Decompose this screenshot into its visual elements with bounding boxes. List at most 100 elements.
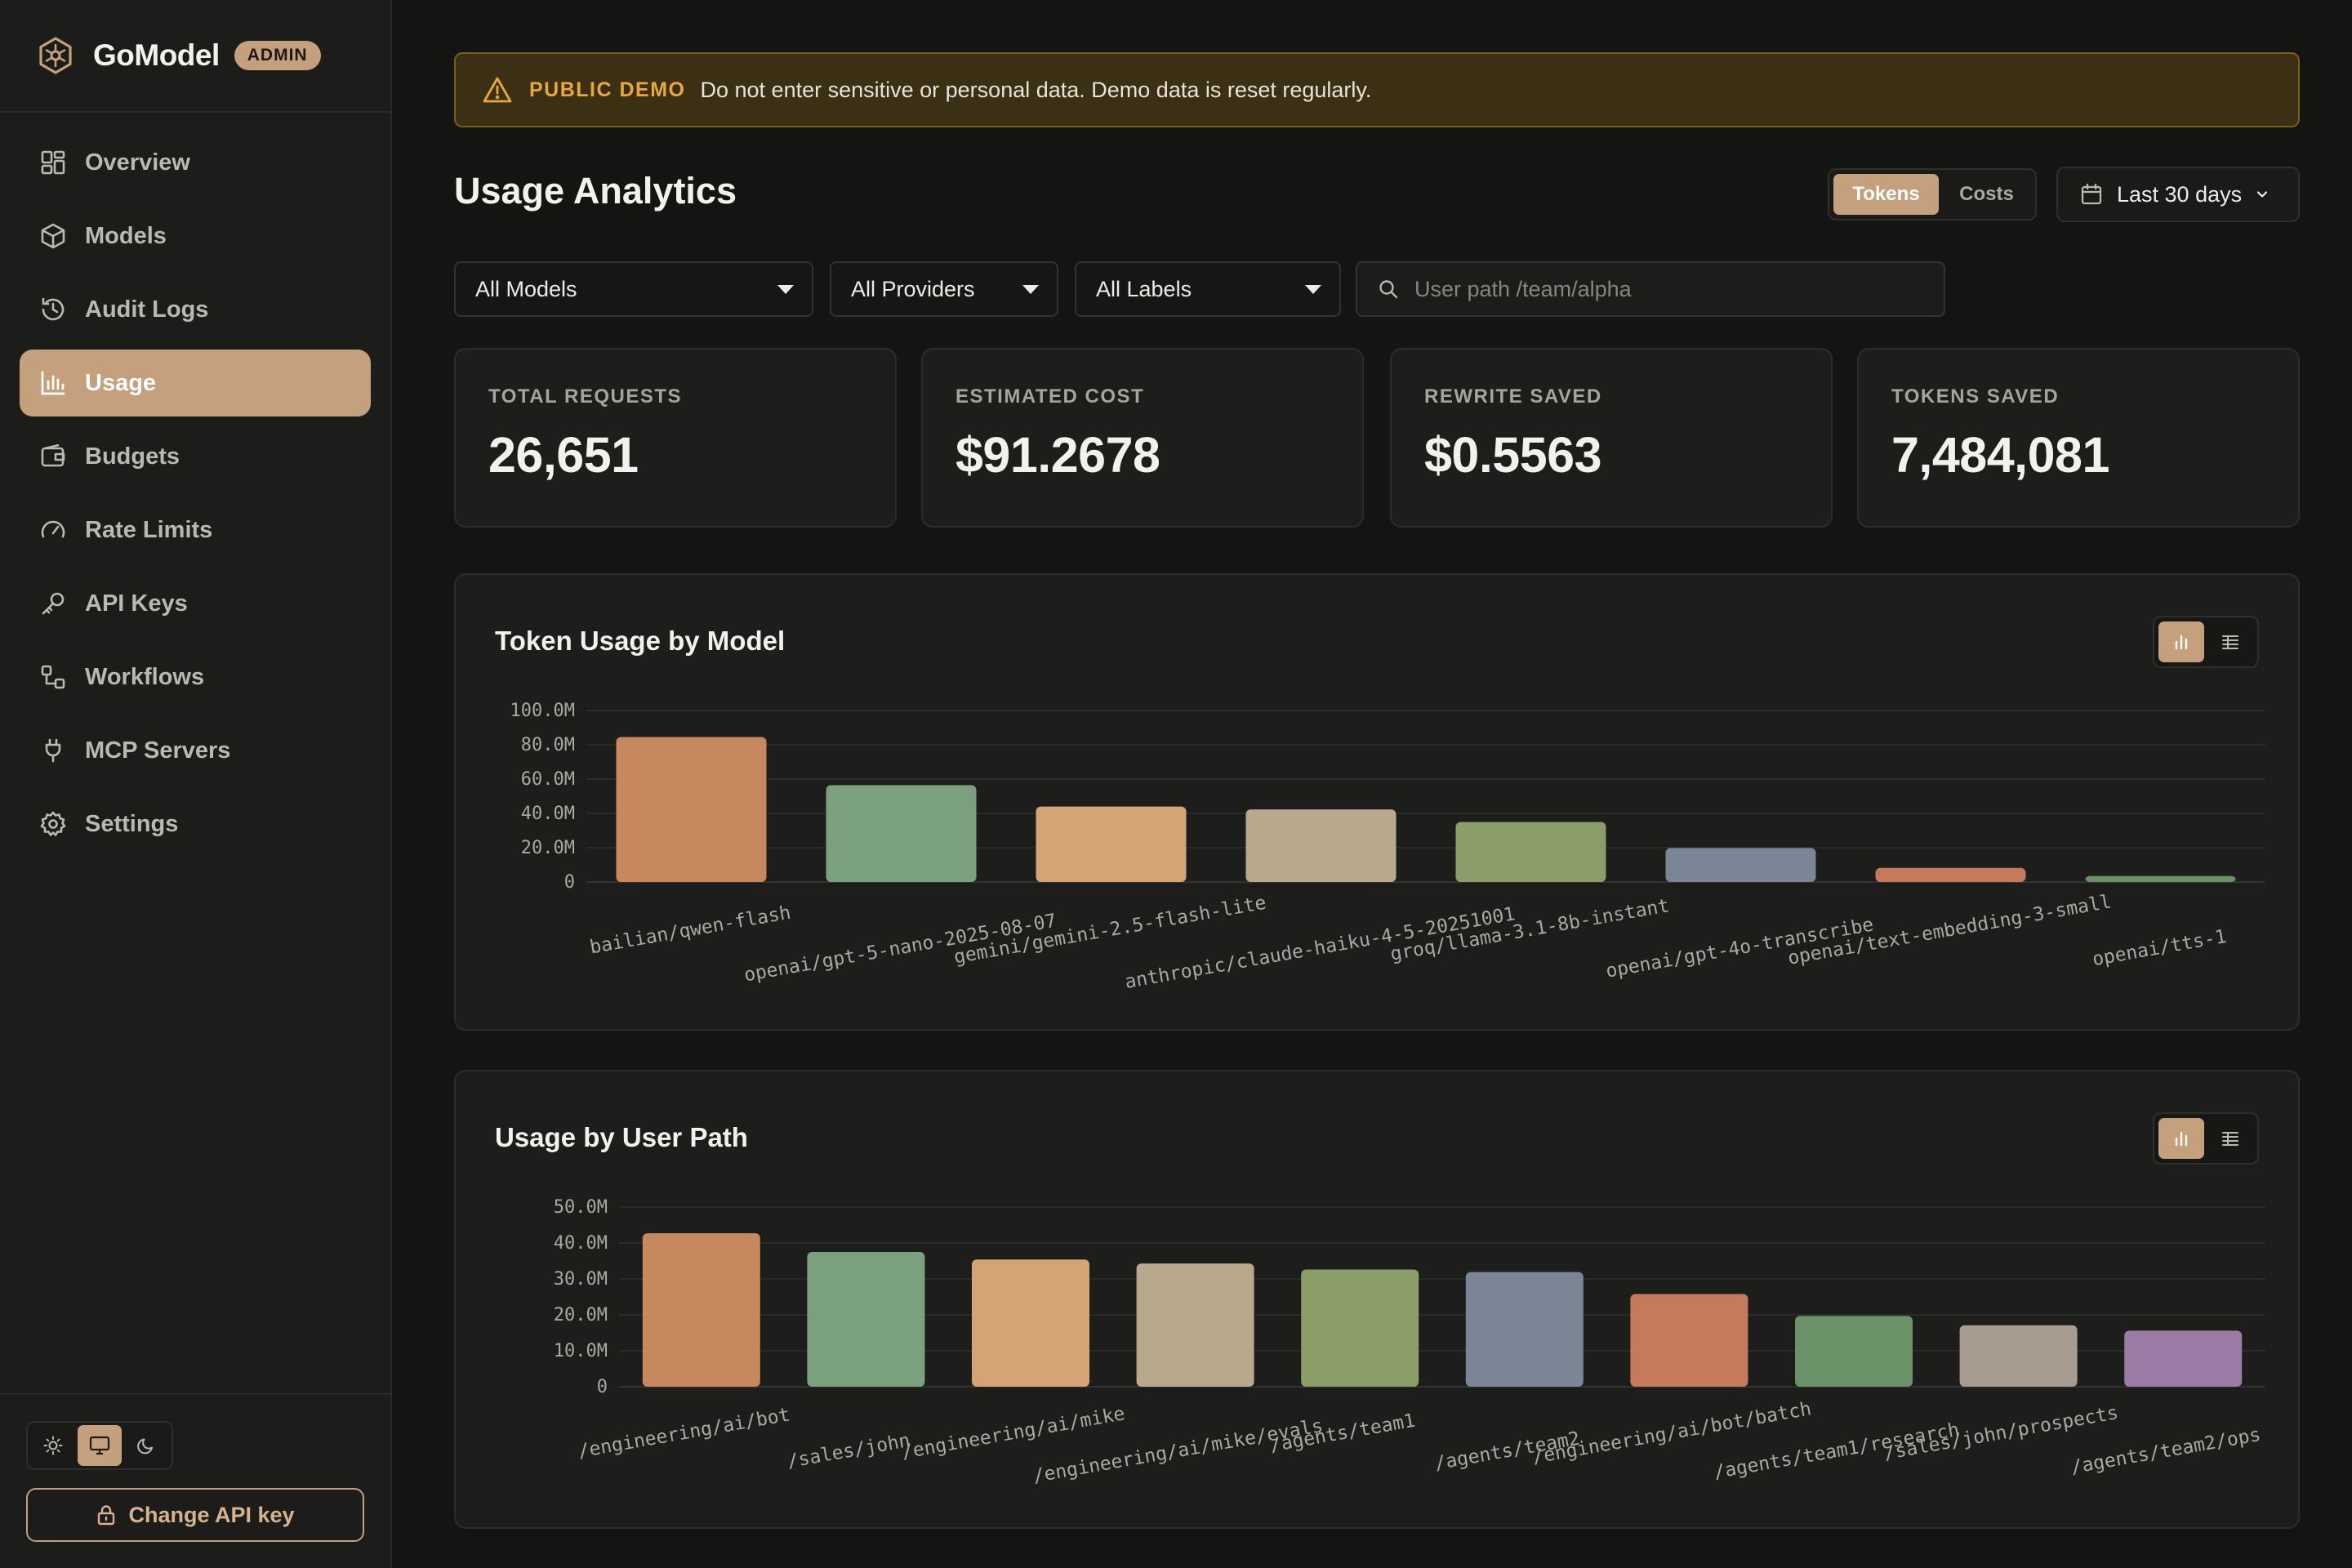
brand: GoModel ADMIN (0, 0, 390, 113)
calendar-icon (2081, 183, 2102, 205)
model-filter-select[interactable]: All Models (454, 261, 813, 317)
user-path-search (1356, 261, 1945, 317)
theme-dark-button[interactable] (125, 1425, 168, 1466)
stat-label: TOKENS SAVED (1891, 385, 2060, 408)
sidebar-item-audit-logs[interactable]: Audit Logs (20, 276, 371, 343)
history-icon (39, 296, 67, 323)
stat-value: $0.5563 (1424, 427, 1602, 483)
table-view-button[interactable] (2207, 1118, 2253, 1159)
sidebar-item-label: Usage (85, 369, 157, 396)
costs-tab[interactable]: Costs (1959, 183, 2014, 205)
sidebar-item-mcp-servers[interactable]: MCP Servers (20, 717, 371, 784)
sidebar-item-settings[interactable]: Settings (20, 791, 371, 858)
sidebar-item-label: API Keys (85, 590, 188, 617)
gauge-icon (39, 516, 67, 544)
caret-down-icon (777, 284, 794, 294)
moon-icon (137, 1438, 154, 1454)
sidebar-item-workflows[interactable]: Workflows (20, 644, 371, 710)
bar-chart-icon (2175, 1131, 2188, 1147)
table-view-button[interactable] (2207, 621, 2253, 662)
bar-view-button[interactable] (2158, 621, 2204, 662)
sidebar-item-label: Budgets (85, 443, 180, 470)
bar (1245, 809, 1396, 882)
sun-icon (43, 1436, 63, 1455)
x-tick-label: /sales/john (786, 1430, 912, 1472)
admin-badge: ADMIN (234, 41, 321, 70)
workflow-icon (39, 663, 67, 691)
stat-card-rewrite-saved: REWRITE SAVED $0.5563 (1390, 348, 1833, 528)
bar (1630, 1294, 1748, 1387)
x-tick-label: /agents/team1 (1268, 1410, 1417, 1457)
user-path-bar-chart: 0 10.0M 20.0M 30.0M 40.0M 50.0M/engineering/a… (554, 1197, 2265, 1487)
logo-icon (36, 36, 75, 75)
bar (826, 785, 977, 882)
sidebar-item-label: Audit Logs (85, 296, 209, 323)
change-api-key-button[interactable]: Change API key (26, 1488, 364, 1542)
chart-title: Token Usage by Model (495, 626, 786, 656)
x-tick-label: openai/tts-1 (2091, 926, 2228, 970)
label-filter-value: All Labels (1096, 276, 1192, 301)
stat-label: ESTIMATED COST (956, 385, 1145, 408)
y-tick-label: 80.0M (521, 735, 575, 755)
table-icon (2222, 1132, 2238, 1146)
sidebar-item-budgets[interactable]: Budgets (20, 423, 371, 490)
table-icon (2222, 635, 2238, 649)
sidebar-item-rate-limits[interactable]: Rate Limits (20, 497, 371, 564)
y-tick-label: 60.0M (521, 769, 575, 790)
bar (642, 1233, 760, 1387)
model-filter-value: All Models (475, 276, 577, 301)
monitor-icon (89, 1436, 110, 1455)
bar-view-button[interactable] (2158, 1118, 2204, 1159)
y-tick-label: 10.0M (554, 1341, 608, 1361)
bar (2085, 875, 2236, 882)
sidebar-item-label: Models (85, 222, 167, 249)
x-tick-label: bailian/qwen-flash (588, 902, 792, 959)
tokens-tab[interactable]: Tokens (1833, 174, 1939, 215)
change-api-key-label: Change API key (128, 1502, 295, 1527)
bar (972, 1259, 1089, 1387)
sidebar-item-label: Settings (85, 810, 179, 837)
user-path-input[interactable] (1414, 276, 1921, 302)
sidebar-nav: Overview Models Audit Logs (20, 129, 371, 864)
sidebar-item-label: Workflows (85, 663, 205, 690)
grid-icon (39, 149, 67, 176)
bar (616, 737, 767, 882)
y-tick-label: 20.0M (521, 838, 575, 858)
provider-filter-select[interactable]: All Providers (830, 261, 1058, 317)
y-tick-label: 40.0M (521, 804, 575, 824)
sidebar-item-usage[interactable]: Usage (20, 350, 371, 416)
chart-view-toggle (2153, 1112, 2259, 1165)
stat-label: REWRITE SAVED (1424, 385, 1602, 408)
app-name: GoModel (93, 38, 220, 72)
x-tick-label: /engineering/ai/mike (900, 1403, 1126, 1463)
y-tick-label: 30.0M (554, 1269, 608, 1290)
bar (1136, 1263, 1254, 1387)
stat-card-total-requests: TOTAL REQUESTS 26,651 (454, 348, 897, 528)
gear-icon (39, 810, 67, 838)
sidebar: GoModel ADMIN Overview Models (0, 0, 392, 1568)
bar (1665, 848, 1816, 882)
date-range-label: Last 30 days (2117, 181, 2243, 207)
page-title: Usage Analytics (454, 170, 737, 212)
warning-icon (483, 77, 512, 103)
sidebar-item-api-keys[interactable]: API Keys (20, 570, 371, 637)
demo-banner: PUBLIC DEMO Do not enter sensitive or pe… (454, 52, 2300, 127)
sidebar-item-overview[interactable]: Overview (20, 129, 371, 196)
plug-icon (39, 737, 67, 764)
sidebar-item-models[interactable]: Models (20, 203, 371, 270)
sidebar-item-label: MCP Servers (85, 737, 231, 764)
sidebar-footer: Change API key (0, 1393, 390, 1568)
bar (1795, 1316, 1913, 1387)
stat-value: 7,484,081 (1891, 427, 2109, 483)
bar-chart-icon (39, 369, 67, 397)
label-filter-select[interactable]: All Labels (1075, 261, 1341, 317)
theme-system-button[interactable] (78, 1425, 122, 1466)
y-tick-label: 100.0M (510, 701, 575, 721)
cube-icon (39, 222, 67, 250)
bar (1959, 1325, 2078, 1387)
theme-light-button[interactable] (31, 1425, 74, 1466)
x-tick-label: /agents/team2/ops (2069, 1424, 2262, 1478)
chart-view-toggle (2153, 616, 2259, 668)
metric-toggle: Tokens Costs (1828, 168, 2037, 220)
date-range-picker[interactable]: Last 30 days (2056, 167, 2300, 222)
